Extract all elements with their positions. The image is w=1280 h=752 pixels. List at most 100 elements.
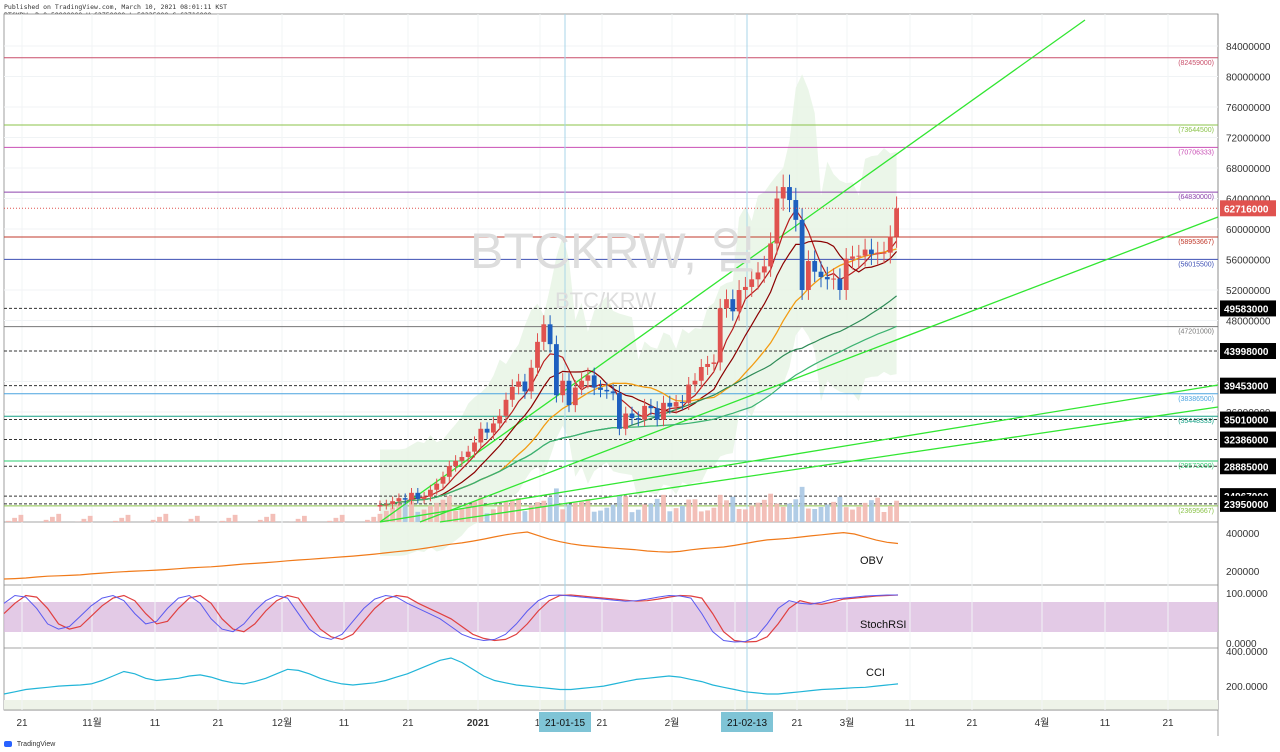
candle-body (535, 341, 540, 368)
candle-body (642, 405, 647, 420)
price-tick-label: 72000000 (1226, 134, 1271, 145)
volume-bar (787, 503, 792, 522)
volume-bar (50, 516, 55, 522)
candle-body (491, 423, 496, 433)
volume-bar (396, 504, 402, 522)
volume-bar (572, 502, 578, 522)
current-price-tag (1220, 200, 1276, 217)
candle-body (780, 187, 786, 199)
candle-body (434, 483, 440, 490)
pane-label: OBV (860, 555, 884, 567)
level-price-tag (1220, 343, 1276, 360)
current-price-text: 62716000 (1224, 204, 1269, 215)
candle-body (598, 387, 603, 390)
pane-tick-label: 200000 (1226, 567, 1260, 578)
candle-body (812, 261, 818, 272)
volume-bar (56, 513, 62, 522)
candle-body (383, 504, 389, 506)
volume-bar (680, 505, 685, 522)
candle-body (724, 299, 729, 309)
date-tick-label: 11 (339, 718, 350, 729)
level-price-tag (1220, 431, 1276, 448)
volume-bar (724, 500, 729, 522)
candle-body (730, 299, 736, 312)
volume-bar (818, 507, 824, 522)
candle-body (680, 402, 685, 404)
candle-body (711, 362, 717, 364)
candle-body (894, 208, 899, 237)
candle-body (421, 496, 427, 499)
pane-tick-label: 400000 (1226, 529, 1260, 540)
level-price-text: 23950000 (1224, 500, 1269, 511)
pane-tick-label: 200.0000 (1226, 682, 1268, 693)
date-tick-label: 2021 (467, 718, 490, 729)
volume-bar (383, 510, 389, 522)
volume-bar (226, 517, 232, 522)
date-highlight-text: 21-01-15 (545, 718, 585, 729)
volume-bar (780, 506, 786, 522)
volume-bar (12, 517, 17, 522)
level-price-tag (1220, 377, 1276, 394)
volume-bar (579, 501, 584, 522)
level-price-tag (1220, 300, 1276, 317)
volume-bar (604, 507, 610, 522)
candle-body (881, 252, 887, 254)
volume-bar (850, 509, 855, 522)
volume-bar (598, 510, 603, 522)
volume-bar (560, 509, 566, 522)
candle-body (390, 501, 395, 505)
candle-body (377, 505, 383, 507)
volume-bar (270, 513, 276, 522)
watermark-pair: BTC/KRW (555, 288, 656, 313)
volume-bar (535, 502, 540, 522)
candle-body (509, 386, 515, 400)
fib-level-label: (70706333) (1178, 149, 1214, 156)
fib-level-label: (47201000) (1178, 329, 1214, 336)
candle-body (717, 308, 723, 363)
candle-body (661, 402, 666, 420)
candle-body (541, 324, 547, 342)
tradingview-logo-icon (4, 741, 12, 748)
candle-body (396, 498, 402, 502)
volume-bar (377, 513, 383, 522)
volume-bar (547, 497, 553, 522)
volume-bar (629, 512, 635, 522)
trend-line (379, 19, 1086, 523)
volume-bar (768, 493, 773, 522)
volume-bar (43, 519, 49, 522)
watermark-symbol: BTCKRW, 일 (470, 223, 757, 279)
date-tick-label: 4월 (1035, 717, 1050, 729)
candle-body (503, 399, 509, 416)
volume-bar (415, 511, 421, 522)
volume-bar (755, 502, 761, 522)
level-price-tag (1220, 411, 1276, 428)
tradingview-brand[interactable]: TradingView (4, 741, 55, 748)
volume-bar (264, 516, 269, 522)
candle-body (604, 389, 610, 392)
volume-bar (894, 500, 899, 522)
date-tick-label: 11 (150, 718, 161, 729)
date-tick-label: 11 (1100, 718, 1111, 729)
candle-body (755, 272, 761, 280)
level-price-tag (1220, 495, 1276, 512)
candle-body (818, 271, 824, 278)
volume-bar (793, 499, 799, 522)
date-tick-label: 12월 (272, 717, 292, 729)
candle-body (547, 324, 553, 345)
volume-bar (465, 505, 471, 522)
volume-bar (831, 501, 836, 522)
date-tick-label: 2월 (665, 717, 680, 729)
candle-body (402, 498, 408, 500)
volume-bar (497, 506, 503, 522)
candle-body (749, 279, 755, 287)
candle-body (560, 380, 566, 396)
candle-body (768, 243, 773, 267)
candle-body (667, 402, 673, 407)
volume-bar (654, 498, 660, 522)
volume-bar (541, 500, 547, 522)
volume-bar (730, 496, 736, 522)
price-tick-label: 68000000 (1226, 164, 1271, 175)
price-tick-label: 84000000 (1226, 42, 1271, 53)
volume-bar (163, 513, 169, 522)
